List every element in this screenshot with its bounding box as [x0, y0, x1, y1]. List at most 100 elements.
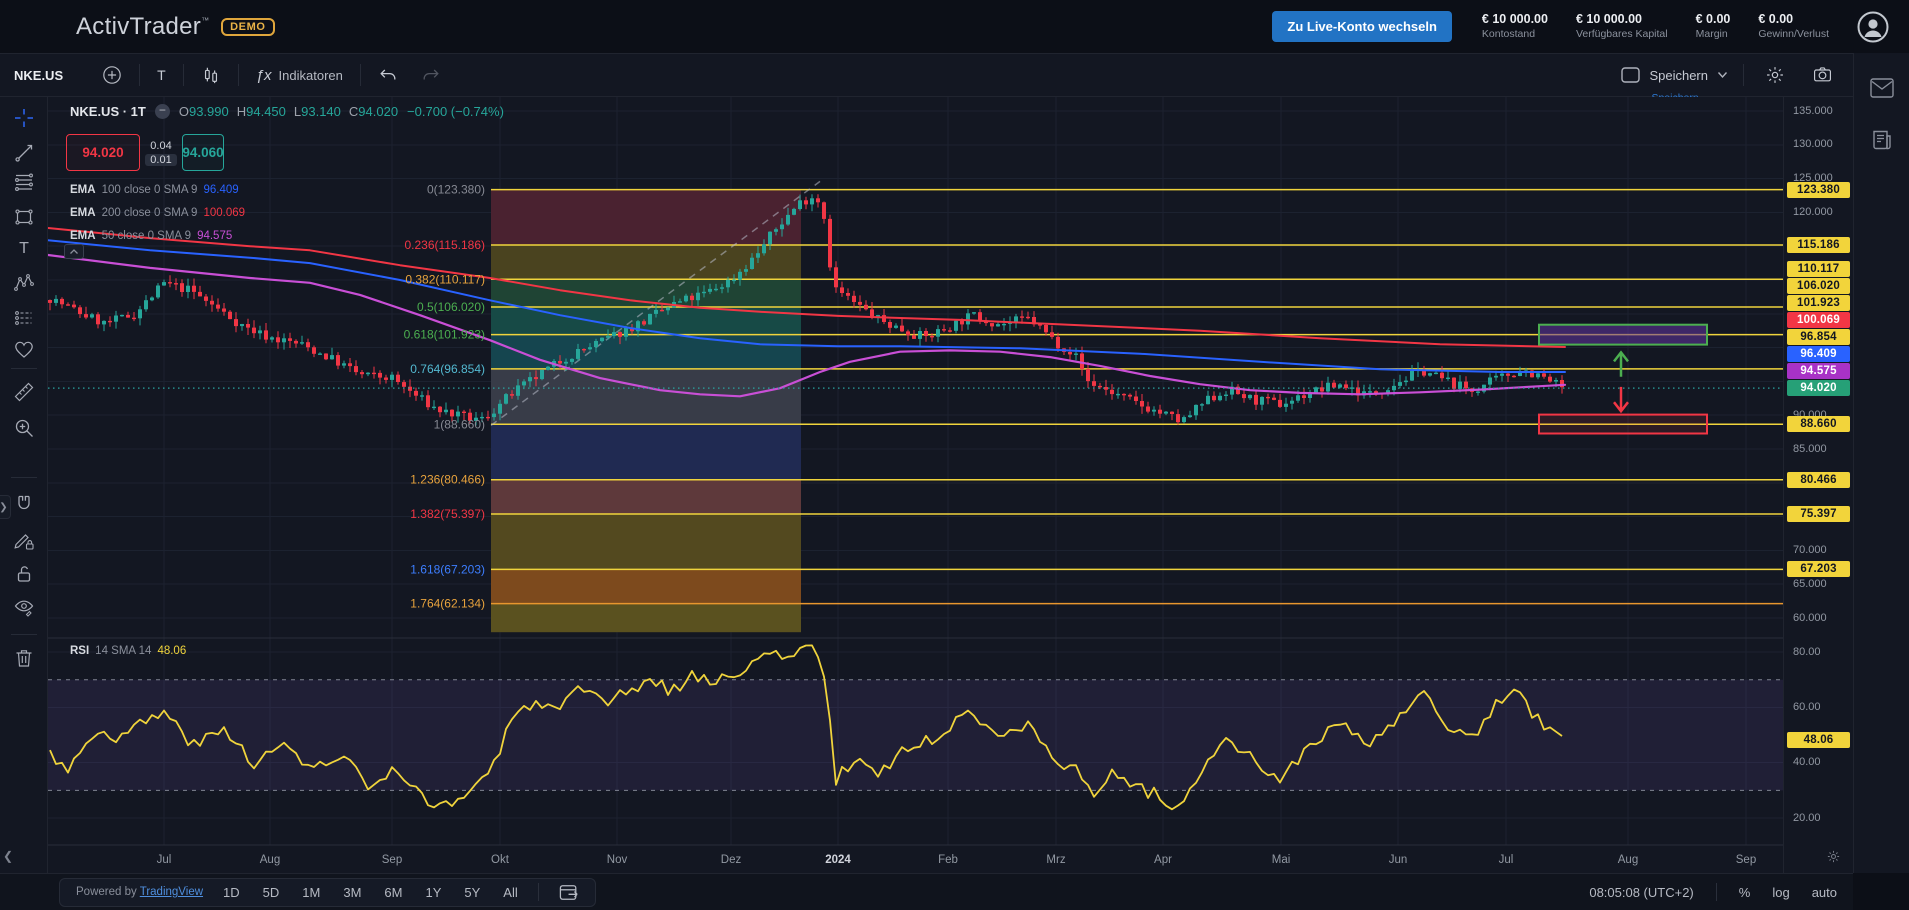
goto-date-icon [559, 884, 578, 900]
svg-text:Okt: Okt [491, 854, 510, 866]
svg-text:Jun: Jun [1389, 854, 1408, 866]
timeframe-5Y[interactable]: 5Y [464, 884, 481, 900]
collapse-bottom-icon[interactable]: ❮ [3, 849, 14, 863]
timeframe-1D[interactable]: 1D [223, 884, 240, 900]
news-button[interactable] [1870, 128, 1894, 152]
add-symbol-button[interactable] [96, 61, 128, 89]
news-icon [1873, 130, 1891, 150]
timeframe-6M[interactable]: 6M [384, 884, 403, 900]
drawing-mode-tool[interactable] [10, 526, 38, 554]
ohlc-item: L93.140 [293, 104, 341, 119]
legend-symbol[interactable]: NKE.US · 1T [70, 104, 146, 119]
sell-button[interactable]: 94.020 [66, 134, 140, 171]
hide-drawings-tool[interactable] [10, 593, 38, 621]
percent-scale-button[interactable]: % [1738, 884, 1751, 900]
timeframe-3M[interactable]: 3M [343, 884, 362, 900]
price-chart-canvas[interactable]: Jul Aug Sep Okt Nov Dez 2024 Feb Mrz Apr Mai Jun Jul… [48, 97, 1783, 873]
rsi-tick: 20.00 [1793, 812, 1821, 824]
forecast-tool[interactable] [10, 304, 38, 332]
redo-button[interactable] [415, 61, 447, 89]
ema-line [48, 253, 1567, 398]
chart-legend: NKE.US · 1T − O93.990 H94.450 L93.140 C94.0… [66, 104, 504, 242]
timeframe-button[interactable]: T [157, 67, 166, 83]
shapes-tool[interactable] [10, 203, 38, 231]
support-zone [1538, 413, 1708, 435]
switch-to-live-button[interactable]: Zu Live-Konto wechseln [1272, 11, 1452, 42]
right-sidebar [1853, 53, 1909, 873]
screenshot-button[interactable] [1806, 61, 1839, 89]
timeframe-All[interactable]: All [503, 884, 518, 900]
settings-button[interactable] [1759, 61, 1791, 89]
lock-drawings-tool[interactable] [10, 560, 38, 588]
timeframe-1Y[interactable]: 1Y [425, 884, 442, 900]
save-layout-button[interactable]: Speichern Speichern [1621, 67, 1728, 104]
indicators-label: Indikatoren [278, 67, 343, 83]
price-axis[interactable]: 135.000 130.000 125.000 120.000 90.000 85.000… [1783, 97, 1853, 873]
chart-workspace: T Jul Aug Sep Okt Nov Dez 2024 Feb Mrz Apr Mai Jun J… [0, 97, 1853, 873]
svg-text:Aug: Aug [1618, 854, 1638, 866]
drawing-toolbar: T [0, 97, 48, 873]
pattern-tool[interactable] [10, 269, 38, 297]
svg-text:Dez: Dez [721, 854, 742, 866]
avatar[interactable] [1857, 11, 1889, 43]
svg-text:Jul: Jul [1499, 854, 1514, 866]
timeframe-1M[interactable]: 1M [302, 884, 321, 900]
price-tick: 125.000 [1793, 172, 1833, 184]
undo-button[interactable] [372, 61, 404, 89]
price-badge: 96.409 [1787, 346, 1850, 362]
text-tool[interactable]: T [19, 240, 29, 257]
indicator-value: 100.069 [203, 206, 246, 219]
trash-icon [16, 650, 32, 667]
remove-drawings-tool[interactable] [10, 644, 38, 672]
ema-200-row[interactable]: EMA 200 close 0 SMA 9 100.069 [70, 201, 245, 224]
chart-style-button[interactable] [195, 61, 227, 89]
price-tick: 65.000 [1793, 578, 1827, 590]
magnet-tool[interactable] [10, 490, 38, 518]
candles [48, 194, 1564, 426]
log-scale-button[interactable]: log [1772, 884, 1790, 900]
rsi-legend[interactable]: RSI 14 SMA 14 48.06 [70, 645, 186, 657]
svg-text:1.764(62.134): 1.764(62.134) [410, 597, 485, 611]
envelope-icon [1870, 78, 1894, 98]
buy-button[interactable]: 94.060 [182, 134, 224, 171]
bottom-divider [1715, 883, 1717, 901]
trendline-tool[interactable] [10, 139, 38, 167]
goto-date-button[interactable] [559, 883, 579, 902]
emoji-tool[interactable] [10, 335, 38, 363]
ema-100-row[interactable]: EMA 100 close 0 SMA 9 96.409 [70, 178, 245, 201]
ema-50-row[interactable]: EMA 50 close 0 SMA 9 94.575 [70, 224, 245, 247]
lock-open-icon [17, 566, 31, 582]
time-axis: Jul Aug Sep Okt Nov Dez 2024 Feb Mrz Apr Mai Jun Jul… [157, 854, 1757, 866]
clock[interactable]: 08:05:08 (UTC+2) [1589, 884, 1694, 900]
crosshair-tool[interactable] [10, 104, 38, 132]
indicators-button[interactable]: ƒx Indikatoren [250, 63, 349, 88]
svg-text:0.618(101.923): 0.618(101.923) [404, 328, 485, 342]
fib-bands [491, 189, 801, 633]
timeframe-5D[interactable]: 5D [262, 884, 280, 900]
hide-legend-icon[interactable]: − [154, 104, 170, 119]
measure-tool[interactable] [10, 378, 38, 406]
collapse-legend-button[interactable] [64, 244, 84, 259]
svg-text:Jul: Jul [157, 854, 172, 866]
fib-retracement-tool[interactable] [10, 168, 38, 196]
expand-panel-icon[interactable]: ❯ [0, 495, 11, 519]
svg-text:Feb: Feb [938, 854, 958, 866]
axis-settings-icon[interactable] [1826, 849, 1841, 864]
account-metric: € 10 000.00 Kontostand [1482, 12, 1548, 41]
fib-labels: 0(123.380) 0.236(115.186) 0.382(110.117) 0.… [404, 183, 485, 611]
price-badge: 80.466 [1787, 472, 1850, 488]
symbol-label[interactable]: NKE.US [14, 67, 64, 83]
svg-text:Apr: Apr [1154, 854, 1172, 866]
price-tick: 130.000 [1793, 138, 1833, 150]
ema-line [48, 227, 1566, 348]
price-badge: 88.660 [1787, 416, 1850, 432]
auto-scale-button[interactable]: auto [1811, 884, 1837, 900]
zoom-tool[interactable] [10, 414, 38, 442]
topbar: ActivTrader ™ DEMO Zu Live-Konto wechsel… [0, 0, 1909, 53]
toolbar-divider [1743, 64, 1744, 86]
trade-widget: 94.020 0.04 0.01 94.060 [66, 134, 224, 171]
mail-button[interactable] [1870, 78, 1894, 98]
toolbar-divider [359, 64, 361, 86]
camera-icon [1814, 67, 1831, 82]
tradingview-link[interactable]: TradingView [139, 886, 204, 898]
